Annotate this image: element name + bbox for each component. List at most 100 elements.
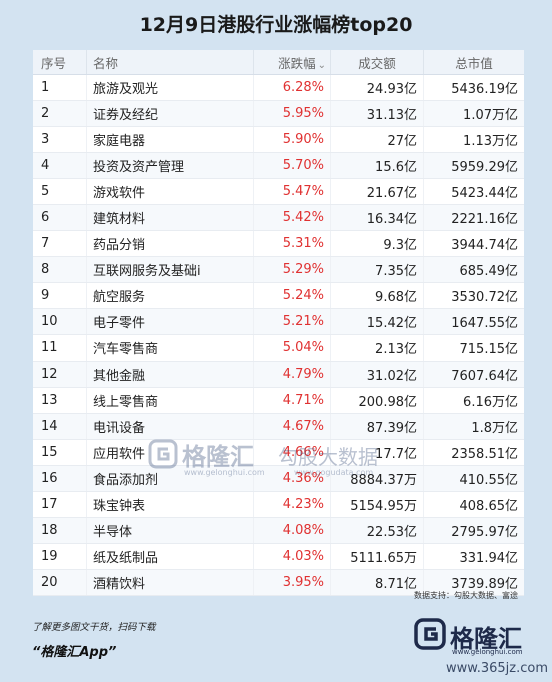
cell-change: 4.71% (253, 387, 331, 414)
table-row[interactable]: 12 其他金融 4.79% 31.02亿 7607.64亿 (33, 361, 524, 388)
cell-volume: 2.13亿 (330, 334, 424, 362)
cell-change: 5.04% (253, 334, 331, 362)
cell-name: 投资及资产管理 (86, 152, 254, 180)
cell-change: 5.90% (253, 126, 331, 154)
cell-market-cap: 3944.74亿 (423, 230, 524, 258)
cell-change: 4.36% (253, 465, 331, 492)
cell-change: 4.67% (253, 413, 331, 440)
cell-change: 5.31% (253, 230, 331, 258)
cell-volume: 5111.65万 (330, 543, 424, 570)
cell-index: 15 (33, 439, 87, 466)
table-row[interactable]: 9 航空服务 5.24% 9.68亿 3530.72亿 (33, 282, 524, 310)
cell-volume: 8.71亿 (330, 569, 424, 596)
cell-volume: 31.13亿 (330, 100, 424, 128)
table-row[interactable]: 11 汽车零售商 5.04% 2.13亿 715.15亿 (33, 334, 524, 362)
cell-name: 半导体 (86, 517, 254, 544)
cell-volume: 9.3亿 (330, 230, 424, 258)
cell-name: 汽车零售商 (86, 334, 254, 362)
cell-market-cap: 1.8万亿 (423, 413, 524, 440)
cell-market-cap: 1.07万亿 (423, 100, 524, 128)
table-row[interactable]: 20 酒精饮料 3.95% 8.71亿 3739.89亿 (33, 569, 524, 596)
cell-index: 20 (33, 569, 87, 596)
cell-index: 16 (33, 465, 87, 492)
table-row[interactable]: 14 电讯设备 4.67% 87.39亿 1.8万亿 (33, 413, 524, 440)
cell-index: 9 (33, 282, 87, 310)
footer-download-hint: 了解更多图文干货，扫码下载 (32, 622, 156, 633)
cell-name: 家庭电器 (86, 126, 254, 154)
cell-index: 10 (33, 308, 87, 336)
brand-name: 格隆汇 (450, 625, 522, 653)
cell-name: 互联网服务及基础i (86, 256, 254, 284)
cell-index: 1 (33, 74, 87, 102)
table-row[interactable]: 16 食品添加剂 4.36% 8884.37万 410.55亿 (33, 465, 524, 492)
cell-volume: 31.02亿 (330, 361, 424, 388)
cell-index: 11 (33, 334, 87, 362)
table-row[interactable]: 15 应用软件 4.66% 17.7亿 2358.51亿 (33, 439, 524, 466)
table-row[interactable]: 3 家庭电器 5.90% 27亿 1.13万亿 (33, 126, 524, 154)
cell-volume: 5154.95万 (330, 491, 424, 518)
col-header-index: 序号 (33, 50, 87, 75)
cell-index: 19 (33, 543, 87, 570)
page-title: 12月9日港股行业涨幅榜top20 (139, 14, 413, 36)
cell-volume: 9.68亿 (330, 282, 424, 310)
cell-change: 4.23% (253, 491, 331, 518)
cell-name: 游戏软件 (86, 178, 254, 206)
cell-volume: 15.42亿 (330, 308, 424, 336)
table-row[interactable]: 19 纸及纸制品 4.03% 5111.65万 331.94亿 (33, 543, 524, 570)
col-header-change-label: 涨跌幅 (278, 55, 316, 71)
cell-volume: 200.98亿 (330, 387, 424, 414)
cell-index: 14 (33, 413, 87, 440)
table-row[interactable]: 18 半导体 4.08% 22.53亿 2795.97亿 (33, 517, 524, 544)
cell-change: 3.95% (253, 569, 331, 596)
cell-name: 酒精饮料 (86, 569, 254, 596)
cell-market-cap: 5959.29亿 (423, 152, 524, 180)
cell-name: 线上零售商 (86, 387, 254, 414)
cell-market-cap: 331.94亿 (423, 543, 524, 570)
cell-change: 5.70% (253, 152, 331, 180)
cell-index: 18 (33, 517, 87, 544)
cell-change: 4.08% (253, 517, 331, 544)
cell-name: 航空服务 (86, 282, 254, 310)
cell-change: 5.47% (253, 178, 331, 206)
table-row[interactable]: 7 药品分销 5.31% 9.3亿 3944.74亿 (33, 230, 524, 258)
table-row[interactable]: 13 线上零售商 4.71% 200.98亿 6.16万亿 (33, 387, 524, 414)
cell-name: 应用软件 (86, 439, 254, 466)
cell-change: 6.28% (253, 74, 331, 102)
cell-index: 17 (33, 491, 87, 518)
col-header-change[interactable]: 涨跌幅 ⌄ (253, 50, 331, 75)
cell-market-cap: 408.65亿 (423, 491, 524, 518)
table-row[interactable]: 8 互联网服务及基础i 5.29% 7.35亿 685.49亿 (33, 256, 524, 284)
cell-market-cap: 5436.19亿 (423, 74, 524, 102)
table-row[interactable]: 17 珠宝钟表 4.23% 5154.95万 408.65亿 (33, 491, 524, 518)
table-row[interactable]: 10 电子零件 5.21% 15.42亿 1647.55亿 (33, 308, 524, 336)
table-row[interactable]: 4 投资及资产管理 5.70% 15.6亿 5959.29亿 (33, 152, 524, 180)
cell-volume: 8884.37万 (330, 465, 424, 492)
site-watermark: www.365jz.com (446, 661, 548, 676)
cell-change: 5.24% (253, 282, 331, 310)
table-row[interactable]: 5 游戏软件 5.47% 21.67亿 5423.44亿 (33, 178, 524, 206)
cell-volume: 27亿 (330, 126, 424, 154)
cell-volume: 87.39亿 (330, 413, 424, 440)
table-row[interactable]: 6 建筑材料 5.42% 16.34亿 2221.16亿 (33, 204, 524, 232)
cell-market-cap: 2221.16亿 (423, 204, 524, 232)
cell-index: 4 (33, 152, 87, 180)
cell-name: 珠宝钟表 (86, 491, 254, 518)
cell-index: 3 (33, 126, 87, 154)
cell-index: 6 (33, 204, 87, 232)
table-row[interactable]: 1 旅游及观光 6.28% 24.93亿 5436.19亿 (33, 74, 524, 102)
cell-volume: 16.34亿 (330, 204, 424, 232)
cell-market-cap: 685.49亿 (423, 256, 524, 284)
chevron-down-icon[interactable]: ⌄ (317, 59, 326, 71)
footer-app-name: “格隆汇App” (32, 645, 117, 660)
cell-name: 电讯设备 (86, 413, 254, 440)
table-row[interactable]: 2 证券及经纪 5.95% 31.13亿 1.07万亿 (33, 100, 524, 128)
cell-market-cap: 6.16万亿 (423, 387, 524, 414)
cell-index: 5 (33, 178, 87, 206)
cell-volume: 15.6亿 (330, 152, 424, 180)
cell-market-cap: 5423.44亿 (423, 178, 524, 206)
cell-index: 2 (33, 100, 87, 128)
cell-name: 电子零件 (86, 308, 254, 336)
cell-volume: 24.93亿 (330, 74, 424, 102)
cell-name: 食品添加剂 (86, 465, 254, 492)
cell-index: 8 (33, 256, 87, 284)
